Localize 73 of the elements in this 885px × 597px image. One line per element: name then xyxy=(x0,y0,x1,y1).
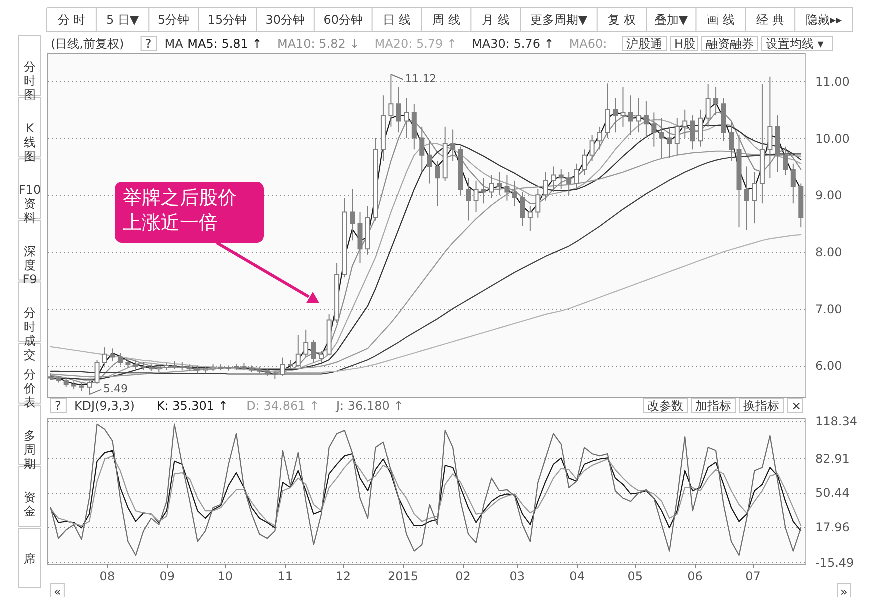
text: 画 线 xyxy=(707,13,735,27)
text: 叠加▼ xyxy=(654,13,689,27)
text: 日 线 xyxy=(383,13,411,27)
legend-title: MA xyxy=(164,37,184,51)
text: 分时图 xyxy=(24,60,36,102)
x-tick-label: 05 xyxy=(628,570,643,584)
x-tick-label: 12 xyxy=(336,570,351,584)
text: MA10: 5.82 ↓ xyxy=(277,37,360,51)
text: 5分钟 xyxy=(158,13,190,27)
text: MA60: xyxy=(569,37,608,51)
y-tick-label: 6.00 xyxy=(816,359,842,374)
x-tick-label: 04 xyxy=(570,570,585,584)
text: ? xyxy=(145,37,152,51)
x-tick-label: 09 xyxy=(160,570,176,584)
text: 深度F9 xyxy=(22,244,38,286)
x-tick-label: 08 xyxy=(100,570,116,584)
x-tick-label: 11 xyxy=(278,570,293,584)
text: MA20: 5.79 ↑ xyxy=(374,37,458,51)
text: MA30: 5.76 ↑ xyxy=(472,37,554,51)
text: 隐藏▸▸ xyxy=(806,13,842,27)
text: 席 xyxy=(24,552,36,566)
text: D: 34.861 ↑ xyxy=(246,399,320,413)
annotation: 5.49 xyxy=(104,382,128,396)
y-tick-label: 9.00 xyxy=(816,188,842,203)
text: 分价表 xyxy=(23,368,36,410)
x-tick-label: 06 xyxy=(688,570,703,584)
text: K线图 xyxy=(24,121,36,164)
text: K: 35.301 ↑ xyxy=(156,399,228,413)
text: 更多周期▼ xyxy=(530,13,588,27)
series-label: J: 36.180 ↑ xyxy=(336,399,404,413)
text: 复 权 xyxy=(608,13,636,27)
text: « xyxy=(54,585,62,597)
text: 资金 xyxy=(24,490,36,519)
text: F10资料 xyxy=(18,182,42,225)
text: 设置均线 ▾ xyxy=(766,37,824,51)
text: 15分钟 xyxy=(208,13,248,27)
text: 加指标 xyxy=(696,399,732,413)
x-tick-label: 07 xyxy=(746,570,761,584)
text: 30分钟 xyxy=(266,13,306,27)
text: × xyxy=(792,399,802,413)
y-tick-label: 11.00 xyxy=(816,74,850,89)
text: 分 时 xyxy=(58,13,86,27)
text: 分时成交 xyxy=(24,306,36,362)
text: 经 典 xyxy=(756,13,784,27)
y-tick-label: 17.96 xyxy=(816,520,850,535)
text: 融资融券 xyxy=(706,37,754,51)
x-tick-label: 10 xyxy=(218,570,234,584)
annotation: 11.12 xyxy=(405,72,437,86)
y-tick-label: 10.00 xyxy=(816,132,850,146)
text: 月 线 xyxy=(482,13,510,27)
y-tick-label: 50.44 xyxy=(816,486,850,500)
annotation: 举牌之后股价上涨近一倍 xyxy=(123,187,237,234)
chart-title: KDJ(9,3,3) xyxy=(74,399,135,413)
y-tick-label: -15.49 xyxy=(816,556,854,570)
y-tick-label: 7.00 xyxy=(816,302,842,316)
text: 60分钟 xyxy=(324,13,363,27)
text: » xyxy=(840,585,848,597)
x-tick-label: 03 xyxy=(510,570,526,584)
text: 改参数 xyxy=(648,399,684,413)
x-tick-label: 02 xyxy=(456,570,471,584)
text: ? xyxy=(55,399,62,413)
y-tick-label: 82.91 xyxy=(816,452,850,466)
chart-title: (日线,前复权) xyxy=(51,37,124,51)
x-tick-label: 2015 xyxy=(388,570,419,584)
text: 沪股通 xyxy=(626,37,663,51)
text: 换指标 xyxy=(744,399,780,413)
text: H股 xyxy=(674,37,696,51)
text: 5 日▼ xyxy=(106,13,140,27)
y-tick-label: 118.34 xyxy=(816,414,858,428)
text: 周 线 xyxy=(432,13,460,27)
text: MA5: 5.81 ↑ xyxy=(188,37,262,51)
text: 多周期 xyxy=(24,429,36,472)
y-tick-label: 8.00 xyxy=(816,246,842,260)
